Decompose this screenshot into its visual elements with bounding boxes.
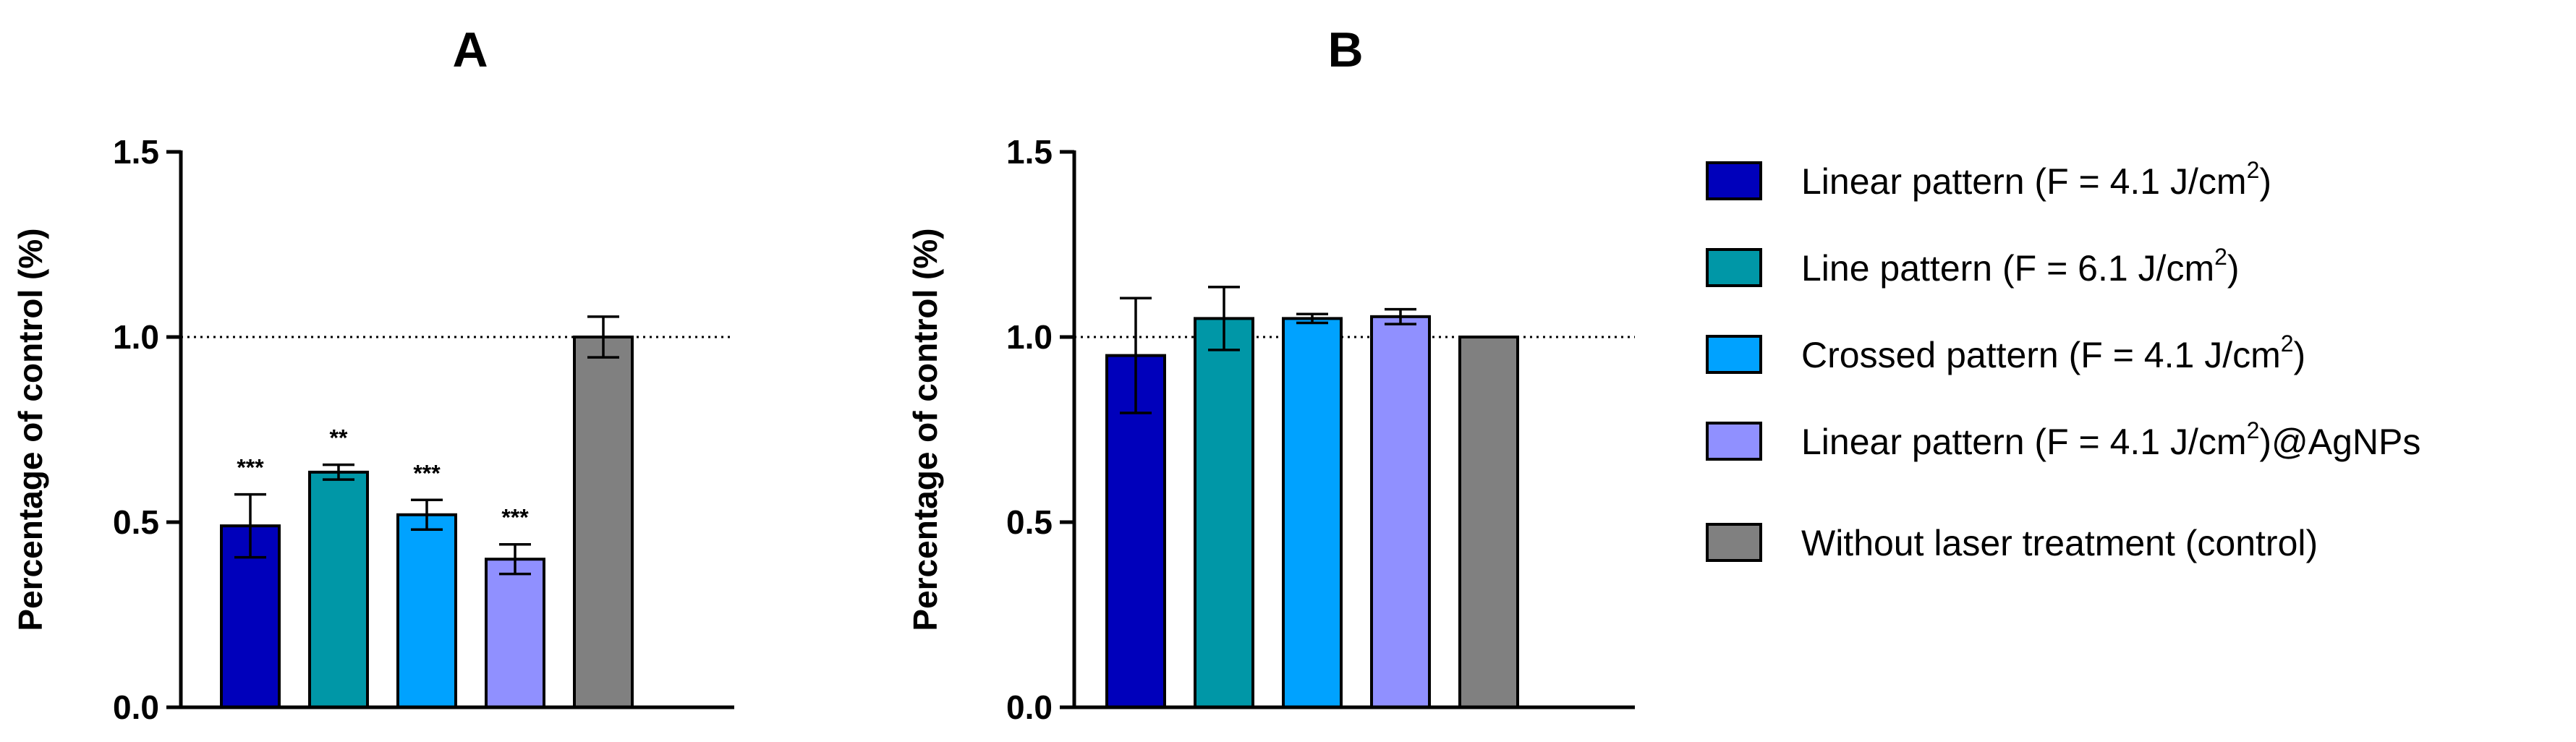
legend-label-sup: 2 (2281, 331, 2294, 357)
y-tick-label: 0.5 (113, 503, 159, 541)
legend-label: Line pattern (F = 6.1 J/cm2) (1801, 244, 2240, 289)
bar (396, 513, 457, 709)
bar (573, 336, 634, 709)
legend-label-sup: 2 (2214, 244, 2227, 270)
bar (1194, 317, 1254, 709)
legend-swatch (1706, 248, 1762, 287)
panel-title: B (1327, 22, 1363, 77)
legend-swatch (1706, 422, 1762, 461)
legend-label: Without laser treatment (control) (1801, 523, 2318, 563)
legend-label-text: Line pattern (F = 6.1 J/cm (1801, 248, 2214, 289)
legend-label-tail: ) (2294, 335, 2306, 375)
significance-label: *** (237, 455, 264, 481)
legend-swatch (1706, 523, 1762, 562)
legend-label: Linear pattern (F = 4.1 J/cm2)@AgNPs (1801, 417, 2420, 462)
bar (308, 470, 369, 709)
legend-label-text: Linear pattern (F = 4.1 J/cm (1801, 422, 2247, 462)
significance-label: *** (501, 505, 529, 531)
legend: Linear pattern (F = 4.1 J/cm2)Line patte… (1706, 157, 2420, 563)
legend-label-tail: ) (2227, 248, 2240, 289)
bar (1458, 336, 1519, 709)
significance-label: *** (413, 460, 441, 486)
legend-label-tail: ) (2259, 161, 2271, 202)
panel-title: A (452, 22, 488, 77)
legend-label-tail: )@AgNPs (2259, 422, 2420, 462)
legend-swatch (1706, 161, 1762, 200)
legend-label: Linear pattern (F = 4.1 J/cm2) (1801, 157, 2271, 202)
y-tick-label: 0.5 (1006, 503, 1053, 541)
y-tick-label: 1.5 (1006, 133, 1053, 171)
y-tick-label: 0.0 (113, 688, 159, 726)
legend-label: Crossed pattern (F = 4.1 J/cm2) (1801, 331, 2305, 375)
bar (1282, 317, 1343, 709)
y-tick-label: 1.0 (1006, 318, 1053, 356)
bar (1370, 315, 1431, 709)
bar (485, 558, 545, 709)
legend-label-sup: 2 (2247, 157, 2260, 183)
y-axis-label: Percentage of control (%) (12, 228, 49, 631)
y-axis-label: Percentage of control (%) (906, 228, 944, 631)
legend-label-text: Crossed pattern (F = 4.1 J/cm (1801, 335, 2281, 375)
legend-label-text: Without laser treatment (control) (1801, 523, 2318, 563)
significance-label: ** (330, 425, 348, 451)
legend-label-text: Linear pattern (F = 4.1 J/cm (1801, 161, 2247, 202)
panel-b: B Percentage of control (%) 0.0 0.5 1.0 1.5 (906, 22, 1635, 726)
legend-label-sup: 2 (2247, 417, 2260, 443)
y-tick-label: 1.0 (113, 318, 159, 356)
y-tick-label: 1.5 (113, 133, 159, 171)
y-tick-label: 0.0 (1006, 688, 1053, 726)
legend-swatch (1706, 335, 1762, 374)
